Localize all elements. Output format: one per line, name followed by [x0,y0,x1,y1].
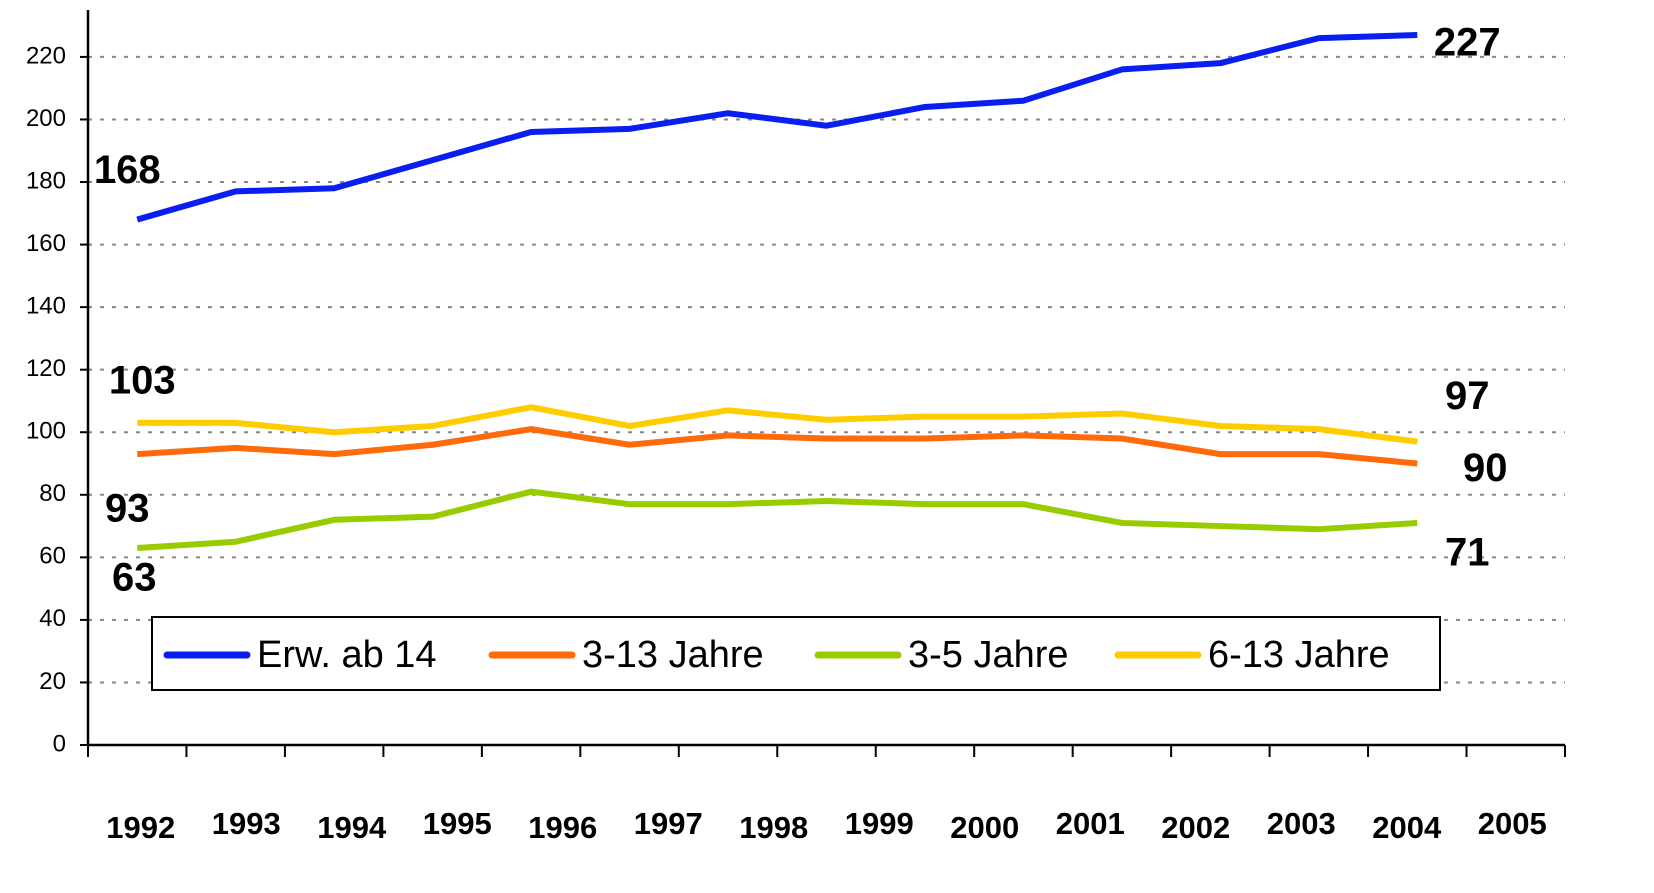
x-tick-label: 2001 [1056,806,1125,841]
series-line [137,404,1418,445]
y-tick-label: 120 [26,355,66,382]
y-tick-label: 140 [26,292,66,319]
series-line [137,426,1418,467]
x-tick-label: 1993 [212,806,281,841]
x-tick-label: 1999 [845,806,914,841]
x-tick-label: 2003 [1267,806,1336,841]
y-tick-label: 0 [53,730,66,757]
series-line [136,32,1418,223]
legend-label: 3-13 Jahre [582,634,764,676]
legend-label: 6-13 Jahre [1208,634,1390,676]
y-tick-label: 180 [26,167,66,194]
x-tick-label: 2004 [1372,810,1442,845]
y-tick-label: 20 [39,668,66,695]
data-label: 71 [1445,530,1490,574]
y-tick-label: 220 [26,42,66,69]
y-tick-label: 40 [39,605,66,632]
x-tick-label: 2002 [1161,810,1230,845]
x-tick-label: 1994 [317,810,387,845]
x-tick-label: 1997 [634,806,703,841]
legend-label: Erw. ab 14 [257,634,437,676]
x-tick-label: 2000 [950,810,1019,845]
data-label: 227 [1434,21,1501,65]
x-tick-label: 1998 [739,810,808,845]
y-tick-label: 160 [26,230,66,257]
data-label: 103 [109,358,176,402]
legend-box [151,616,1441,691]
legend-label: 3-5 Jahre [908,634,1069,676]
x-tick-label: 2005 [1478,806,1547,841]
y-tick-label: 80 [39,480,66,507]
y-tick-label: 100 [26,418,66,445]
y-tick-label: 60 [39,543,66,570]
data-label: 97 [1445,374,1490,418]
series-line [137,488,1418,551]
x-tick-label: 1995 [423,806,492,841]
x-tick-label: 1992 [106,810,175,845]
data-label: 93 [105,487,150,531]
data-label: 63 [112,556,157,600]
y-tick-label: 200 [26,105,66,132]
data-label: 90 [1463,446,1508,490]
data-label: 168 [94,148,161,192]
x-tick-label: 1996 [528,810,597,845]
